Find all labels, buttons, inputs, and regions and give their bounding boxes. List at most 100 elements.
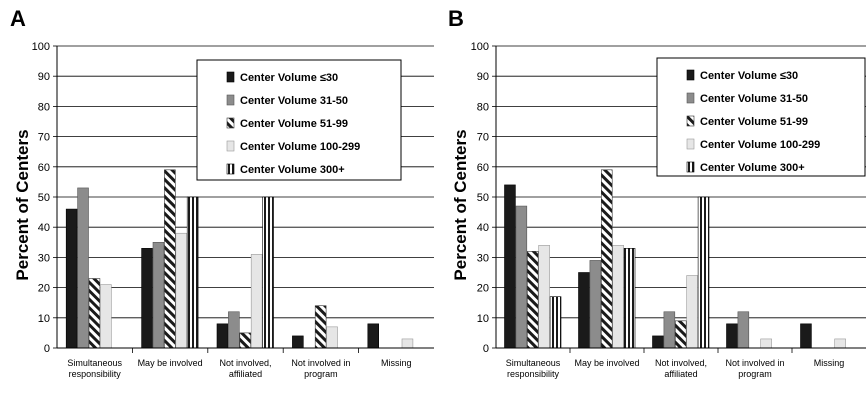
legend-label: Center Volume 100-299 [700, 139, 820, 151]
x-tick-label-line: Simultaneous [67, 358, 122, 368]
bar-series-3-cat-3 [239, 332, 252, 349]
legend-label: Center Volume ≤30 [700, 70, 798, 82]
legend-swatch [686, 115, 695, 127]
x-tick-label-line: Not involved in [725, 358, 784, 368]
bar-series-2-cat-1 [515, 205, 528, 349]
legend-swatch [226, 71, 235, 83]
y-tick-label: 70 [477, 132, 489, 144]
bar-series-4-cat-4 [326, 326, 338, 349]
x-tick-label: Not involved, affiliated [655, 358, 707, 379]
x-tick-label-line: affiliated [664, 369, 697, 379]
y-tick-label: 50 [477, 192, 489, 204]
bar-series-4-cat-3 [686, 275, 698, 349]
y-tick-label: 10 [477, 313, 489, 325]
legend: Center Volume ≤30 Center Volume 31-50 Cent… [196, 59, 402, 181]
bar-series-5-cat-3 [262, 196, 274, 349]
bar-series-2-cat-1 [77, 187, 89, 349]
bar-series-1-cat-3 [216, 323, 229, 349]
y-tick-label: 20 [38, 283, 50, 295]
y-tick-label: 100 [471, 41, 489, 53]
bar-series-4-cat-2 [175, 232, 188, 349]
bar-series-3-cat-1 [526, 251, 539, 349]
x-tick-label-line: affiliated [229, 369, 262, 379]
panel-a: A 0 10 20 30 40 50 60 70 80 90 100 Percent of Center… [10, 6, 434, 379]
x-tick-label-line: responsibility [69, 369, 122, 379]
bar-series-4-cat-5 [834, 338, 846, 349]
y-tick-label: 50 [38, 192, 50, 204]
x-tick-label-line: Not involved, [655, 358, 707, 368]
x-tick-label-line: program [304, 369, 338, 379]
bar-series-1-cat-4 [726, 323, 738, 349]
bar-series-4-cat-2 [612, 245, 624, 349]
bar-series-4-cat-1 [538, 245, 550, 349]
legend-label: Center Volume 51-99 [700, 116, 808, 128]
bar-series-3-cat-1 [88, 278, 101, 349]
bar-series-3-cat-3 [674, 320, 687, 349]
bar-series-1-cat-5 [800, 323, 812, 349]
legend-swatch [686, 92, 695, 104]
x-tick-label-line: Not involved in [291, 358, 350, 368]
x-tick-label-line: responsibility [507, 369, 560, 379]
legend-swatch [686, 161, 695, 173]
legend-swatch [226, 94, 235, 106]
x-tick-label: Not involved, affiliated [219, 358, 271, 379]
bar-series-5-cat-1 [549, 296, 562, 349]
bar-series-4-cat-3 [250, 254, 263, 349]
y-tick-label: 100 [32, 41, 50, 53]
bar-series-5-cat-3 [697, 196, 710, 349]
legend-label: Center Volume 100-299 [240, 141, 360, 153]
legend-swatch [226, 117, 235, 129]
panel-b: B 0 10 20 30 40 50 60 70 80 90 100 Percent of Center… [448, 6, 866, 379]
x-tick-label: Not involved in program [291, 358, 350, 379]
legend-label: Center Volume 31-50 [700, 93, 808, 105]
y-tick-label: 40 [38, 222, 50, 234]
bar-series-4-cat-1 [100, 284, 112, 349]
y-tick-label: 30 [38, 252, 50, 264]
bar-series-3-cat-2 [600, 169, 613, 349]
y-tick-label: 80 [38, 101, 50, 113]
y-tick-label: 90 [477, 71, 489, 83]
x-tick-label-line: Missing [814, 358, 845, 368]
bar-series-5-cat-2 [186, 196, 199, 349]
panel-letter: B [448, 6, 464, 31]
bar-series-2-cat-2 [589, 260, 602, 349]
x-tick-label-line: program [738, 369, 772, 379]
x-tick-label: Missing [814, 358, 845, 368]
bar-series-3-cat-4 [314, 305, 327, 349]
legend-label: Center Volume 31-50 [240, 95, 348, 107]
y-tick-label: 0 [483, 343, 489, 355]
legend-label: Center Volume 51-99 [240, 118, 348, 130]
bar-series-1-cat-4 [292, 335, 304, 349]
bar-series-1-cat-2 [141, 248, 153, 349]
y-tick-label: 90 [38, 71, 50, 83]
bar-series-1-cat-3 [652, 335, 664, 349]
y-tick-label: 10 [38, 313, 50, 325]
bar-series-5-cat-2 [623, 248, 636, 349]
y-axis-label: Percent of Centers [13, 129, 32, 280]
y-tick-label: 60 [477, 162, 489, 174]
bar-series-3-cat-2 [164, 169, 176, 349]
legend-swatch [686, 69, 695, 81]
bar-series-4-cat-5 [401, 338, 414, 349]
x-tick-label-line: Simultaneous [506, 358, 561, 368]
y-tick-label: 30 [477, 252, 489, 264]
bar-series-2-cat-3 [663, 311, 676, 349]
panel-letter: A [10, 6, 26, 31]
bar-series-1-cat-5 [367, 323, 379, 349]
bar-series-2-cat-3 [228, 311, 240, 349]
x-tick-label-line: Missing [381, 358, 412, 368]
x-tick-label: Simultaneous responsibility [67, 358, 122, 379]
legend-swatch [226, 140, 235, 152]
y-axis-label: Percent of Centers [451, 129, 470, 280]
x-tick-label: Not involved in program [725, 358, 784, 379]
x-tick-label: May be involved [574, 358, 639, 368]
y-tick-label: 20 [477, 283, 489, 295]
legend-label: Center Volume 300+ [240, 164, 345, 176]
y-tick-label: 80 [477, 101, 489, 113]
y-tick-label: 60 [38, 162, 50, 174]
bar-series-1-cat-1 [65, 208, 78, 349]
bar-series-1-cat-1 [504, 184, 516, 349]
bar-series-1-cat-2 [578, 272, 590, 349]
y-tick-label: 70 [38, 132, 50, 144]
